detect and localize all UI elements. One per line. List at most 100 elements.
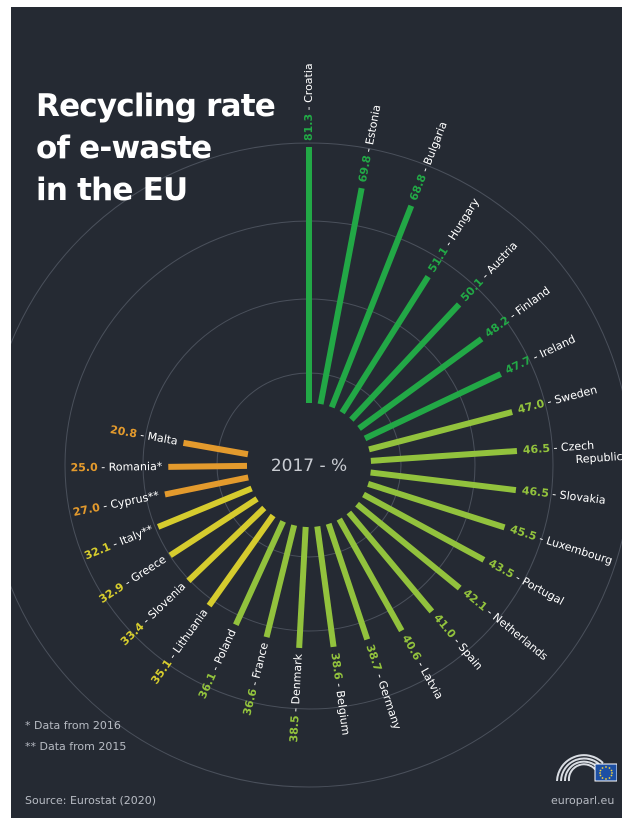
value-label-estonia: 69.8 (356, 154, 374, 183)
bar-portugal (362, 491, 486, 563)
label-slovakia: 46.5 - Slovakia (521, 484, 606, 507)
country-label-cyprus: - Cyprus** (99, 489, 161, 514)
country-label-malta: - Malta (136, 428, 179, 448)
label-croatia: 81.3 - Croatia (302, 63, 315, 141)
label-romania: 25.0 - Romania* (70, 460, 162, 474)
value-label-france: 36.6 (240, 687, 259, 717)
label-denmark: 38.5 - Denmark (287, 653, 305, 743)
footnote-2015: ** Data from 2015 (25, 740, 127, 753)
bar-netherlands (355, 501, 462, 591)
bar-latvia (336, 517, 405, 633)
label-cyprus: 27.0 - Cyprus** (72, 489, 161, 519)
value-label-sweden: 47.0 (516, 397, 546, 417)
label-belgium: 38.6 - Belgium (328, 652, 352, 736)
value-label-germany: 38.7 (363, 643, 384, 673)
country-label-hungary: - Hungary (440, 195, 482, 251)
bar-germany (325, 522, 371, 641)
country-label-bulgaria: - Bulgaria (417, 120, 450, 177)
bar-denmark (296, 526, 309, 649)
bar-slovenia (186, 505, 267, 583)
country-label-germany: - Germany (372, 669, 404, 732)
bar-greece (168, 496, 259, 558)
country-label-france: - France (247, 641, 271, 690)
bar-poland (233, 520, 286, 626)
value-label-czech-republic: 46.5 (522, 442, 550, 457)
country-label-croatia: - Croatia (302, 63, 315, 114)
label-italy: 32.1 - Italy** (82, 523, 155, 563)
country-label-romania: - Romania* (98, 460, 163, 474)
value-label-cyprus: 27.0 (72, 501, 102, 519)
label-ireland: 47.7 - Ireland (503, 332, 577, 376)
country-label-finland: - Finland (504, 284, 552, 324)
country-label-greece: - Greece (119, 553, 168, 591)
bar-luxembourg (367, 480, 506, 531)
bar-estonia (317, 187, 365, 405)
country-label-ireland: - Ireland (528, 332, 578, 365)
infographic-card: 81.3 - Croatia 69.8 - Estonia 68.8 - Bulga… (11, 7, 622, 818)
value-label-denmark: 38.5 (287, 715, 301, 743)
country-label-netherlands: - Netherlands (482, 604, 551, 664)
label-latvia: 40.6 - Latvia (399, 632, 445, 701)
source-note: Source: Eurostat (2020) (25, 794, 157, 807)
radial-bar-chart: 81.3 - Croatia 69.8 - Estonia 68.8 - Bulga… (11, 63, 622, 788)
bar-malta (182, 439, 249, 458)
country-label-estonia: - Estonia (361, 104, 383, 157)
bar-france (263, 524, 298, 638)
country-label-poland: - Poland (207, 627, 239, 676)
bar-finland (357, 336, 484, 431)
chart-title: Recycling rate of e-waste in the EU (36, 85, 276, 211)
label-bulgaria: 68.8 - Bulgaria (407, 120, 450, 203)
label-poland: 36.1 - Poland (196, 627, 239, 700)
value-label-luxembourg: 45.5 (508, 523, 538, 544)
country-label-denmark: - Denmark (289, 653, 305, 716)
label-austria: 50.1 - Austria (458, 239, 520, 304)
value-label-belgium: 38.6 (328, 652, 345, 681)
country-label-sweden: - Sweden (543, 383, 599, 409)
bar-austria (349, 302, 462, 422)
country-label-lithuania: - Lithuania (164, 606, 210, 664)
label-estonia: 69.8 - Estonia (356, 104, 383, 184)
bar-bulgaria (328, 204, 415, 409)
footnote-2016: * Data from 2016 (25, 719, 121, 732)
value-label-romania: 25.0 (70, 461, 98, 474)
country-label-czech-republic: - Czech (550, 439, 595, 455)
bar-cyprus (164, 474, 249, 498)
title-line-1: Recycling rate (36, 88, 276, 124)
label-greece: 32.9 - Greece (97, 553, 169, 606)
country-label-line2-czech-republic: Republic (575, 450, 622, 466)
label-luxembourg: 45.5 - Luxembourg (508, 523, 614, 568)
bar-belgium (314, 526, 337, 648)
european-parliament-logo (556, 754, 617, 782)
bar-sweden (368, 409, 513, 453)
bar-ireland (363, 371, 502, 442)
label-czech-republic: 46.5 - Czech (522, 439, 594, 457)
country-label-italy: - Italy** (108, 523, 156, 553)
country-label-slovakia: - Slovakia (548, 487, 606, 507)
country-label-portugal: - Portugal (510, 569, 566, 607)
label-portugal: 43.5 - Portugal (486, 557, 566, 608)
label-hungary: 51.1 - Hungary (425, 195, 482, 274)
center-label: 2017 - % (271, 456, 347, 476)
value-label-malta: 20.8 (109, 423, 138, 441)
country-label-luxembourg: - Luxembourg (534, 531, 614, 568)
country-label-latvia: - Latvia (413, 656, 446, 701)
title-line-3: in the EU (36, 172, 188, 208)
grid-ring-4 (11, 142, 622, 788)
bar-italy (156, 485, 253, 530)
country-label-spain: - Spain (449, 632, 486, 672)
bar-hungary (339, 274, 431, 415)
bar-spain (346, 510, 435, 614)
country-label-slovenia: - Slovenia (138, 580, 189, 629)
value-label-slovakia: 46.5 (521, 484, 550, 500)
bar-lithuania (206, 513, 276, 608)
label-germany: 38.7 - Germany (363, 643, 404, 732)
country-label-austria: - Austria (477, 239, 521, 284)
bar-czech-republic (370, 448, 518, 464)
bar-slovakia (370, 469, 517, 494)
label-sweden: 47.0 - Sweden (516, 383, 598, 416)
value-label-croatia: 81.3 (302, 114, 315, 141)
site-link[interactable]: europarl.eu (551, 794, 615, 807)
bar-romania (168, 462, 248, 470)
title-line-2: of e-waste (36, 130, 212, 166)
label-finland: 48.2 - Finland (482, 284, 552, 340)
